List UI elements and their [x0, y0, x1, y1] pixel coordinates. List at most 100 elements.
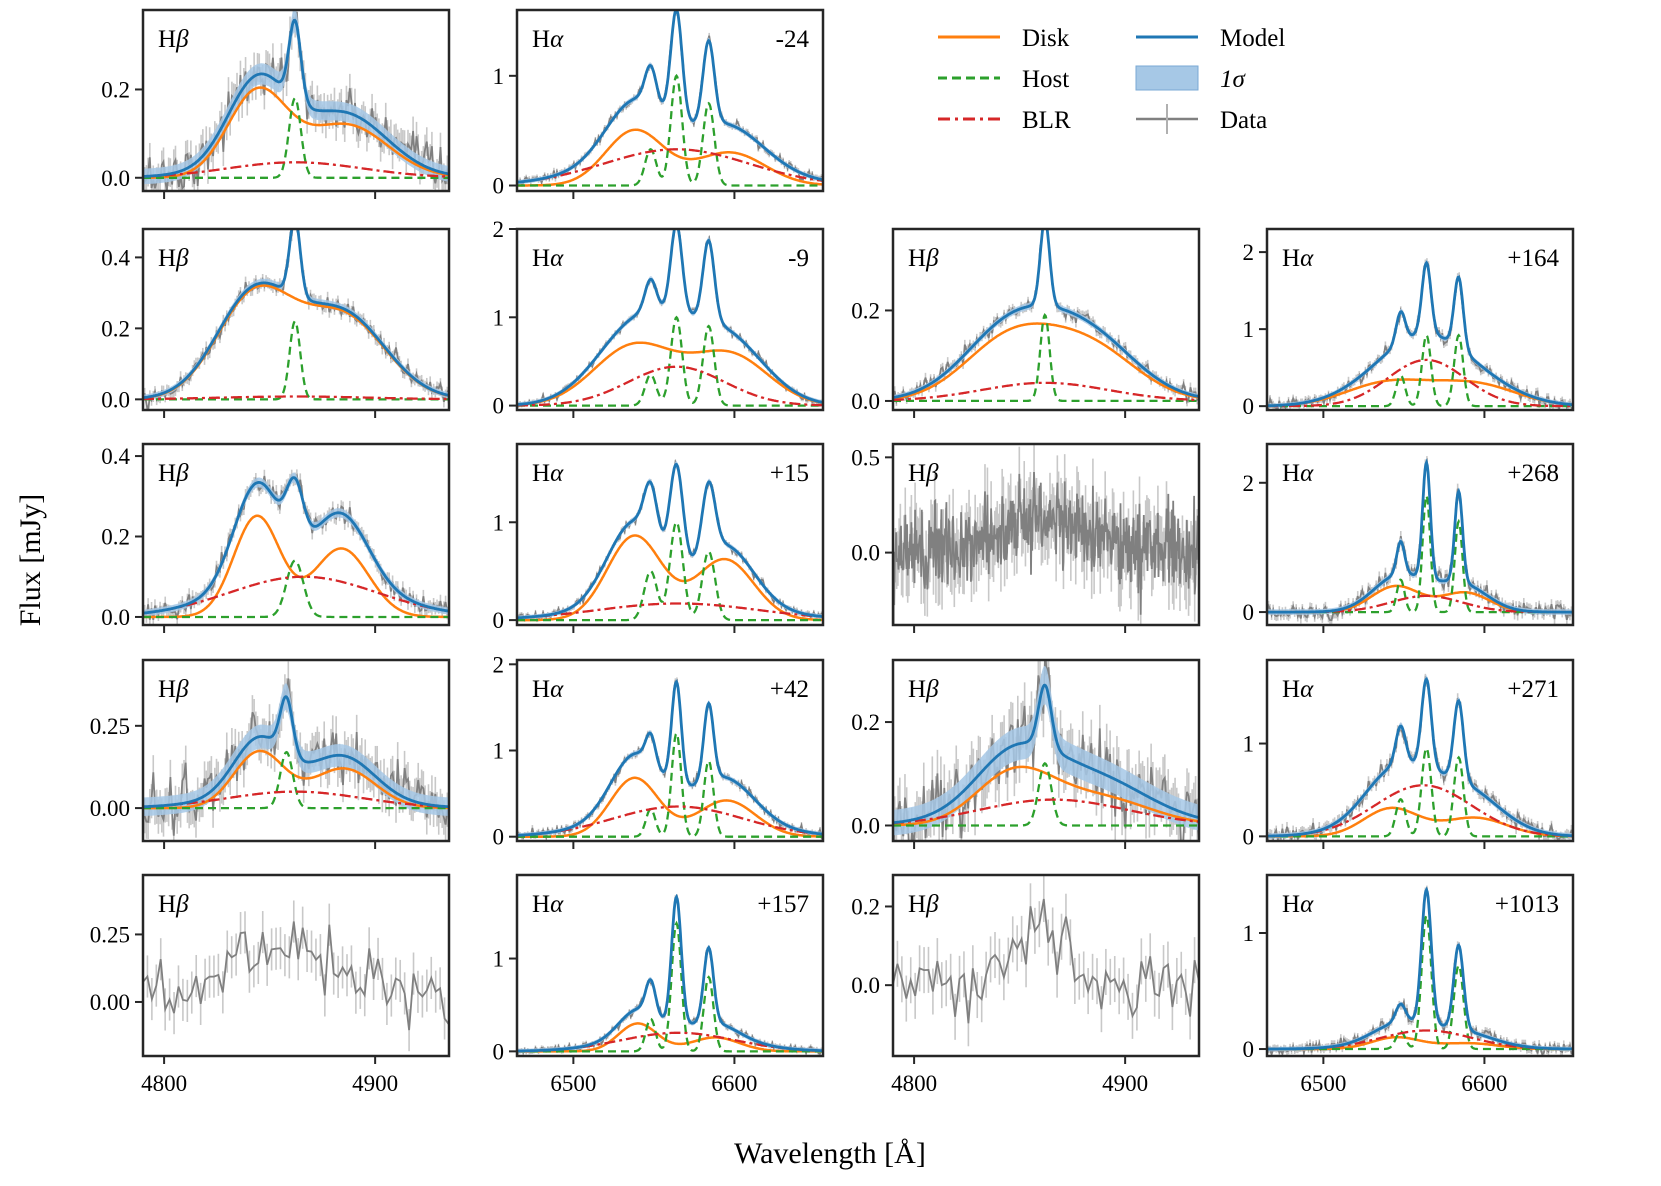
y-tick-label: 0.5	[851, 445, 880, 470]
y-tick-label: 0	[493, 1039, 505, 1064]
legend-swatch-sigma	[1135, 65, 1199, 91]
y-tick-label: 1	[1243, 317, 1255, 342]
model-line	[893, 229, 1199, 399]
panel-frame	[1265, 658, 1575, 843]
line-label: Hα	[1282, 891, 1314, 918]
model-sigma-band	[893, 229, 1199, 401]
y-tick-label: 0	[1243, 824, 1255, 849]
y-tick-label: 2	[1243, 240, 1255, 265]
model-line	[517, 10, 823, 184]
y-tick-label: 2	[1243, 471, 1255, 496]
data-line	[517, 678, 823, 841]
epoch-label: +164	[1507, 245, 1559, 272]
y-tick-label: 2	[493, 217, 505, 242]
y-tick-label: 0	[493, 825, 505, 850]
panel-frame	[141, 8, 451, 193]
model-line	[517, 893, 823, 1053]
legend-entry-blr: BLR	[938, 107, 1071, 134]
panel-ha-3: 0 1 2 Hα +164	[1243, 227, 1575, 419]
y-tick-label: 0.25	[90, 714, 130, 739]
blr-component-line	[143, 790, 449, 809]
y-tick-label: 1	[493, 947, 505, 972]
line-label: Hβ	[158, 26, 189, 53]
legend-label-blr: BLR	[1022, 107, 1071, 134]
panel-frame	[141, 442, 451, 627]
line-label: Hβ	[158, 676, 189, 703]
y-tick-label: 2	[493, 652, 505, 677]
legend-entry-disk: Disk	[938, 25, 1070, 52]
plot-area	[517, 893, 823, 1056]
legend-label-host: Host	[1022, 66, 1069, 93]
line-label: Hα	[532, 245, 564, 272]
panel-ha-4: 0 1 Hα +15	[493, 442, 825, 633]
panel-frame	[1265, 442, 1575, 627]
host-component-line	[517, 731, 823, 838]
y-tick-label: 0.2	[851, 894, 880, 919]
y-tick-label: 1	[493, 739, 505, 764]
line-label: Hβ	[158, 245, 189, 272]
panel-frame	[141, 227, 451, 412]
data-line	[893, 471, 1199, 615]
epoch-label: +157	[757, 891, 809, 918]
model-line	[517, 229, 823, 406]
y-tick-label: 0.2	[851, 710, 880, 735]
disk-component-line	[143, 749, 449, 810]
x-tick-label: 6600	[1461, 1071, 1507, 1096]
panel-grid: 0.0 0.2 Hβ 0 1 Hα -24 0.0 0.2 0.4 Hβ 0 1 2 Hα -9 0.0 0.2 H…	[90, 8, 1575, 1096]
host-component-line	[517, 520, 823, 622]
plot-area	[893, 660, 1199, 841]
plot-area	[143, 900, 449, 1052]
disk-component-line	[143, 514, 449, 619]
plot-area	[893, 444, 1199, 625]
line-label: Hα	[532, 26, 564, 53]
line-label: Hα	[1282, 460, 1314, 487]
line-label: Hβ	[908, 676, 939, 703]
panel-ha-6: 0 1 2 Hα +42	[493, 652, 825, 850]
epoch-label: -9	[788, 245, 809, 272]
y-tick-label: 1	[1243, 921, 1255, 946]
model-line	[1267, 886, 1573, 1051]
x-tick-label: 6600	[711, 1071, 757, 1096]
blr-component-line	[1267, 358, 1573, 408]
host-component-line	[1267, 912, 1573, 1051]
legend-entry-model: Model	[1136, 25, 1285, 52]
y-tick-label: 0.4	[101, 245, 130, 270]
disk-component-line	[517, 534, 823, 622]
disk-component-line	[517, 341, 823, 406]
line-label: Hα	[532, 676, 564, 703]
y-axis-label: Flux [mJy]	[14, 494, 47, 627]
plot-area	[517, 458, 823, 623]
line-label: Hβ	[158, 460, 189, 487]
blr-component-line	[517, 365, 823, 407]
epoch-label: -24	[776, 26, 810, 53]
y-tick-label: 0	[1243, 394, 1255, 419]
host-component-line	[143, 96, 449, 179]
plot-area	[517, 229, 823, 409]
y-tick-label: 0.4	[101, 444, 130, 469]
plot-area	[893, 875, 1199, 1047]
y-tick-label: 0.0	[101, 387, 130, 412]
data-line	[143, 921, 449, 1031]
data-errorbars	[143, 229, 449, 410]
panel-frame	[891, 658, 1201, 843]
model-line	[143, 229, 449, 400]
disk-component-line	[517, 1022, 823, 1053]
line-label: Hβ	[158, 891, 189, 918]
host-component-line	[143, 750, 449, 810]
data-errorbars	[143, 661, 449, 841]
plot-area	[517, 10, 823, 187]
model-line	[143, 476, 449, 615]
y-tick-label: 0.00	[90, 990, 130, 1015]
panel-ha-1: 0 1 Hα -24	[493, 8, 825, 199]
model-line	[1267, 458, 1573, 614]
plot-area	[143, 661, 449, 841]
y-tick-label: 0	[1243, 600, 1255, 625]
x-axis-label: Wavelength [Å]	[734, 1137, 926, 1170]
legend-label-disk: Disk	[1022, 25, 1070, 52]
plot-area	[143, 10, 449, 191]
y-tick-label: 0	[1243, 1037, 1255, 1062]
panel-hb-6: 0.00 0.25 Hβ	[90, 658, 451, 849]
x-tick-label: 4800	[891, 1071, 937, 1096]
panel-frame	[515, 227, 825, 412]
